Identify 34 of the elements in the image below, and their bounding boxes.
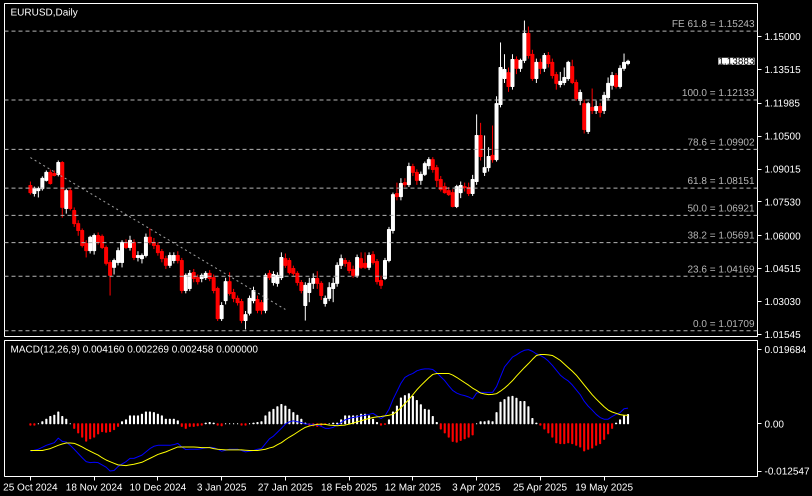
- annotation: 1.13883: [718, 56, 755, 68]
- y-tick-label: 1.07530: [764, 197, 802, 208]
- x-tick-label: 19 May 2025: [575, 482, 634, 494]
- y-tick-label: 1.15000: [764, 32, 802, 43]
- x-tick-label: 18 Feb 2025: [321, 482, 378, 494]
- y-tick-label: 1.10500: [764, 132, 802, 143]
- y-tick-label: 0.019684: [764, 345, 807, 356]
- x-tick-label: 3 Apr 2025: [452, 482, 501, 494]
- y-tick-label: 1.06000: [764, 231, 802, 242]
- x-tick-label: 18 Nov 2024: [66, 482, 123, 494]
- y-tick-label: 1.01545: [764, 330, 802, 341]
- chart-title: EURUSD,Daily: [10, 8, 78, 18]
- ref-line-label: 61.8 = 1.08151: [687, 176, 755, 188]
- ref-line-label: 0.0 = 1.01709: [693, 318, 755, 330]
- ref-line-label: 50.0 = 1.06921: [687, 203, 755, 214]
- x-tick-label: 10 Dec 2024: [130, 482, 187, 494]
- y-tick-label: 1.13515: [764, 64, 802, 76]
- y-tick-label: 1.09015: [764, 164, 802, 176]
- x-tick-label: 12 Mar 2025: [384, 482, 442, 494]
- x-tick-label: 27 Jan 2025: [258, 482, 314, 494]
- x-tick-label: 25 Oct 2024: [3, 482, 58, 494]
- ref-line-label: FE 61.8 = 1.15243: [672, 19, 755, 30]
- y-tick-label: 0.00: [764, 419, 784, 430]
- chart-title: MACD(12,26,9) 0.004160 0.002269 0.002458 0.000000: [10, 344, 258, 356]
- ref-line-label: 78.6 = 1.09902: [687, 137, 755, 148]
- y-tick-label: 1.04515: [764, 264, 802, 276]
- y-tick-label: 1.03030: [764, 297, 802, 308]
- ref-line-label: 38.2 = 1.05691: [687, 230, 755, 242]
- ref-line-label: 100.0 = 1.12133: [682, 88, 755, 99]
- y-tick-label: 1.11985: [764, 98, 800, 110]
- x-tick-label: 25 Apr 2025: [513, 482, 568, 494]
- ref-line-label: 23.6 = 1.04169: [687, 264, 755, 276]
- x-tick-label: 3 Jan 2025: [196, 482, 247, 494]
- y-tick-label: -0.012547: [764, 466, 810, 478]
